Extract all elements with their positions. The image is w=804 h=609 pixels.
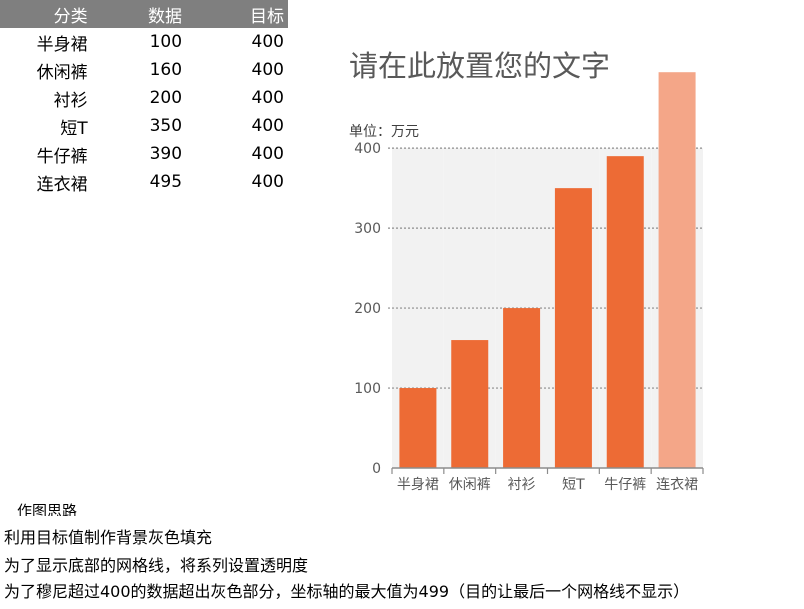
cell-value: 495 xyxy=(149,172,183,192)
cell-category: 衬衫 xyxy=(53,90,88,111)
cell-value: 390 xyxy=(149,144,183,164)
chart-title: 请在此放置您的文字 xyxy=(349,49,611,83)
note-line: 利用目标值制作背景灰色填充 xyxy=(4,528,213,547)
cell-value: 350 xyxy=(149,116,183,136)
header-value: 数据 xyxy=(91,0,187,28)
table-row: 休闲裤 160 400 xyxy=(0,56,288,84)
notes-heading: 作图思路 xyxy=(17,502,78,516)
cell-target: 400 xyxy=(251,32,284,52)
cell-category: 连衣裙 xyxy=(36,174,88,195)
value-bar xyxy=(606,156,644,468)
header-target: 目标 xyxy=(186,0,288,28)
table-row: 半身裙 100 400 xyxy=(0,28,288,56)
table-header-row: 分类 数据 目标 xyxy=(0,0,288,28)
x-tick-label: 牛仔裤 xyxy=(604,477,646,493)
cell-target: 400 xyxy=(251,116,284,136)
value-bar xyxy=(554,188,592,469)
y-tick-label: 0 xyxy=(372,461,381,477)
y-tick-label: 100 xyxy=(354,381,381,397)
y-tick-label: 400 xyxy=(354,141,381,157)
table-row: 短T 350 400 xyxy=(0,112,288,140)
y-tick-label: 200 xyxy=(354,301,381,317)
unit-label: 单位：万元 xyxy=(349,124,419,140)
cell-category: 短T xyxy=(60,118,88,139)
x-tick-label: 半身裙 xyxy=(397,477,439,493)
cell-category: 休闲裤 xyxy=(36,62,88,83)
cell-category: 牛仔裤 xyxy=(36,146,88,167)
cell-target: 400 xyxy=(251,60,284,80)
value-bar xyxy=(451,340,489,468)
cell-target: 400 xyxy=(251,88,284,108)
cell-value: 160 xyxy=(149,60,183,80)
table-row: 衬衫 200 400 xyxy=(0,84,288,112)
value-bar xyxy=(503,308,541,468)
value-bar xyxy=(399,388,437,468)
table-row: 连衣裙 495 400 xyxy=(0,168,288,196)
cell-value: 100 xyxy=(149,32,183,52)
x-tick-label: 休闲裤 xyxy=(449,477,491,493)
x-tick-label: 衬衫 xyxy=(508,477,536,493)
note-line: 为了显示底部的网格线，将系列设置透明度 xyxy=(4,556,309,575)
table-row: 牛仔裤 390 400 xyxy=(0,140,288,168)
cell-value: 200 xyxy=(149,88,183,108)
x-tick-label: 短T xyxy=(562,477,585,493)
header-category: 分类 xyxy=(0,0,92,28)
note-line: 为了穆尼超过400的数据超出灰色部分，坐标轴的最大值为499（目的让最后一个网格… xyxy=(4,582,690,601)
x-tick-label: 连衣裙 xyxy=(656,477,698,493)
y-tick-label: 300 xyxy=(354,221,381,237)
cell-category: 半身裙 xyxy=(36,34,88,55)
cell-target: 400 xyxy=(251,172,284,192)
value-bar xyxy=(658,72,696,468)
cell-target: 400 xyxy=(251,144,284,164)
data-table: 分类 数据 目标 半身裙 100 400 休闲裤 160 400 衬衫 200 … xyxy=(0,0,288,196)
